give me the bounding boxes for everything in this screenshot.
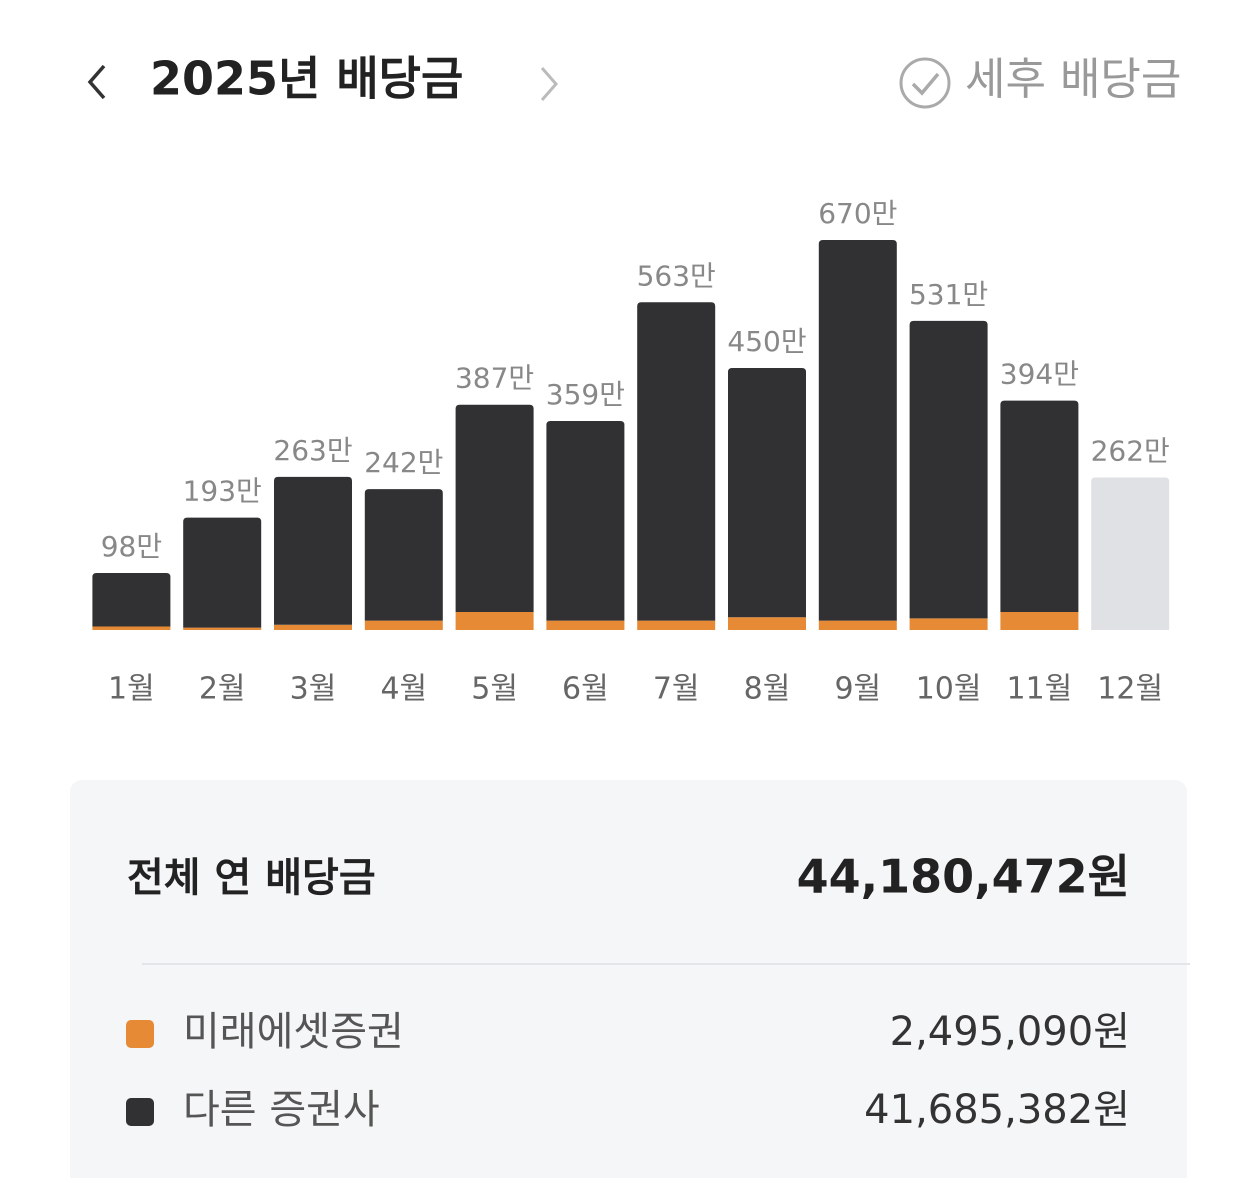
legend-amount: 2,495,090원 xyxy=(890,1009,1130,1055)
x-tick-label: 10월 xyxy=(916,672,982,707)
bar-segment xyxy=(546,620,625,630)
bar-segment xyxy=(909,618,988,630)
bar-segment xyxy=(637,620,716,630)
bar-segment xyxy=(818,240,897,621)
bar-segment xyxy=(728,368,806,618)
bar-segment xyxy=(183,517,262,628)
bar-total-label: 387만 xyxy=(455,362,534,395)
x-tick-label: 12월 xyxy=(1097,672,1163,707)
x-tick-label: 6월 xyxy=(562,672,609,707)
summary-panel xyxy=(70,780,1187,1178)
x-tick-label: 4월 xyxy=(380,672,427,707)
bar-segment xyxy=(637,302,716,621)
bar-segment xyxy=(728,617,806,630)
bar-segment xyxy=(364,620,443,630)
bar-total-label: 263만 xyxy=(273,434,352,467)
bar-total-label: 670만 xyxy=(818,197,897,230)
bar-total-label: 563만 xyxy=(637,259,716,292)
bar-segment xyxy=(1000,611,1079,630)
bar-segment xyxy=(1091,477,1170,630)
bar-segment xyxy=(92,626,171,630)
bar-total-label: 242만 xyxy=(364,446,443,479)
bar-segment xyxy=(818,620,897,630)
bar-total-label: 450만 xyxy=(727,325,806,358)
check-icon xyxy=(899,57,951,109)
bar-segment xyxy=(455,611,534,630)
page-title: 2025년 배당금 xyxy=(150,52,463,106)
bar-total-label: 193만 xyxy=(183,475,262,508)
bar-total-label: 394만 xyxy=(1000,358,1079,391)
x-tick-label: 3월 xyxy=(290,672,337,707)
bar-segment xyxy=(274,624,352,630)
bar-segment xyxy=(546,421,625,621)
bar-total-label: 262만 xyxy=(1091,434,1170,467)
bar-total-label: 98만 xyxy=(101,530,162,563)
legend-label: 다른 증권사 xyxy=(183,1087,380,1133)
x-tick-label: 9월 xyxy=(834,672,881,707)
check-mark xyxy=(911,72,940,96)
prev-button[interactable] xyxy=(87,64,106,100)
bar-segment xyxy=(909,320,988,619)
toggle-label: 세후 배당금 xyxy=(965,54,1181,105)
x-tick-label: 7월 xyxy=(653,672,700,707)
legend-swatch xyxy=(126,1020,154,1048)
bar-segment xyxy=(274,476,352,625)
bar-segment xyxy=(1000,400,1079,612)
x-tick-label: 5월 xyxy=(471,672,518,707)
bar-segment xyxy=(364,489,443,621)
bar-segment xyxy=(183,627,262,630)
bar-total-label: 531만 xyxy=(909,278,988,311)
bar-total-label: 359만 xyxy=(546,378,625,411)
summary-label: 전체 연 배당금 xyxy=(127,855,376,901)
legend-swatch xyxy=(126,1098,154,1126)
legend-label: 미래에셋증권 xyxy=(183,1009,404,1055)
bar-segment xyxy=(92,572,171,627)
after-tax-toggle[interactable]: 세후 배당금 xyxy=(899,54,1181,109)
bar-segment xyxy=(455,404,534,612)
x-tick-label: 2월 xyxy=(199,672,246,707)
summary-total: 44,180,472원 xyxy=(797,850,1130,904)
x-tick-label: 11월 xyxy=(1007,672,1073,707)
x-tick-label: 8월 xyxy=(744,672,791,707)
x-tick-label: 1월 xyxy=(108,672,155,707)
next-button[interactable] xyxy=(540,67,558,101)
legend-amount: 41,685,382원 xyxy=(864,1087,1130,1133)
